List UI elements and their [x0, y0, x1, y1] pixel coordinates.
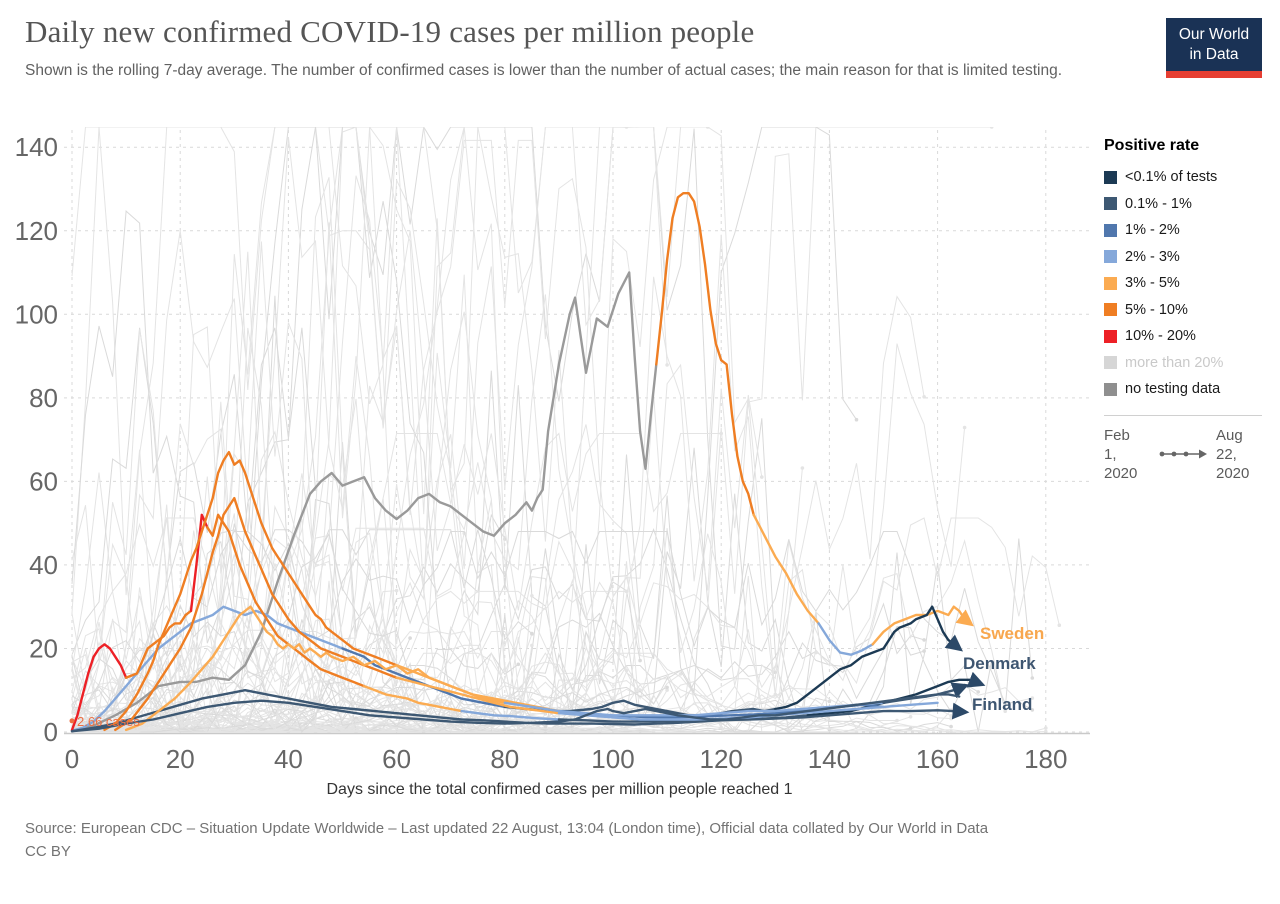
x-tick-label: 60 — [382, 744, 411, 774]
legend-item->20[interactable]: more than 20% — [1104, 350, 1269, 377]
date-start: Feb 1, 2020 — [1104, 426, 1138, 482]
annotation-dot — [69, 718, 75, 724]
y-tick-label: 100 — [15, 299, 58, 329]
x-tick-label: 0 — [65, 744, 79, 774]
legend-item-label: 5% - 10% — [1125, 301, 1188, 318]
legend-item-1-2[interactable]: 1% - 2% — [1104, 217, 1269, 244]
owid-logo-line2: in Data — [1189, 45, 1239, 63]
x-tick-label: 140 — [808, 744, 851, 774]
y-tick-label: 0 — [44, 717, 58, 747]
legend-item-5-10[interactable]: 5% - 10% — [1104, 297, 1269, 324]
x-tick-label: 120 — [700, 744, 743, 774]
country-label-finland[interactable]: Finland — [972, 695, 1032, 714]
legend-items: <0.1% of tests 0.1% - 1% 1% - 2% 2% - 3% 3% … — [1104, 164, 1269, 403]
series-line-sweden — [70, 191, 974, 732]
source-note: Source: European CDC – Situation Update … — [25, 820, 989, 837]
page-title: Daily new confirmed COVID-19 cases per m… — [25, 14, 755, 49]
date-end: Aug 22, 2020 — [1216, 426, 1250, 482]
y-tick-label: 60 — [29, 466, 58, 496]
legend-swatch-icon — [1104, 303, 1117, 317]
owid-logo-stripe — [1166, 71, 1262, 78]
legend-swatch-icon — [1104, 276, 1117, 290]
legend-item-<0.1[interactable]: <0.1% of tests — [1104, 164, 1269, 191]
x-tick-label: 20 — [166, 744, 195, 774]
legend-swatch-icon — [1104, 197, 1117, 211]
page-subtitle: Shown is the rolling 7-day average. The … — [25, 62, 1063, 79]
y-tick-label: 120 — [15, 216, 58, 246]
legend-item-label: 1% - 2% — [1125, 222, 1180, 239]
x-axis-title: Days since the total confirmed cases per… — [326, 781, 793, 798]
x-tick-label: 100 — [591, 744, 634, 774]
legend-item-10-20[interactable]: 10% - 20% — [1104, 323, 1269, 350]
legend-swatch-icon — [1104, 170, 1117, 184]
highlighted-series — [70, 191, 986, 733]
legend-divider — [1104, 414, 1262, 416]
x-tick-label: 160 — [916, 744, 959, 774]
date-range: Feb 1, 2020 Aug 22, 2020 — [1104, 426, 1262, 483]
legend-title: Positive rate — [1104, 137, 1200, 154]
series-line-low-navy-country — [70, 693, 961, 733]
legend-swatch-icon — [1104, 223, 1117, 237]
owid-logo-box: Our World in Data — [1166, 18, 1262, 71]
legend-item-label: no testing data — [1125, 381, 1221, 398]
license-note: CC BY — [25, 843, 71, 861]
background-country-lines — [71, 127, 1062, 734]
owid-logo-line1: Our World — [1178, 26, 1250, 44]
legend-item-label: 10% - 20% — [1125, 328, 1196, 345]
y-tick-label: 40 — [29, 550, 58, 580]
legend-item-label: 3% - 5% — [1125, 275, 1180, 292]
legend-swatch-icon — [1104, 356, 1117, 370]
country-label-sweden[interactable]: Sweden — [980, 624, 1044, 643]
y-tick-label: 140 — [15, 132, 58, 162]
legend-item-label: 2% - 3% — [1125, 248, 1180, 265]
x-tick-label: 80 — [490, 744, 519, 774]
annotation-label: 2.66 cases — [77, 714, 140, 729]
y-tick-label: 20 — [29, 633, 58, 663]
legend-swatch-icon — [1104, 250, 1117, 264]
legend-swatch-icon — [1104, 329, 1117, 343]
footer: Source: European CDC – Situation Update … — [25, 818, 1185, 863]
x-tick-label: 180 — [1024, 744, 1067, 774]
legend-item-none[interactable]: no testing data — [1104, 376, 1269, 403]
legend: Positive rate <0.1% of tests 0.1% - 1% 1% … — [1104, 137, 1269, 483]
legend-item-2-3[interactable]: 2% - 3% — [1104, 244, 1269, 271]
legend-item-3-5[interactable]: 3% - 5% — [1104, 270, 1269, 297]
legend-item-0.1-1[interactable]: 0.1% - 1% — [1104, 191, 1269, 218]
legend-item-label: <0.1% of tests — [1125, 169, 1218, 186]
legend-item-label: 0.1% - 1% — [1125, 195, 1192, 212]
timeline-arrow-icon — [1150, 448, 1216, 460]
owid-logo[interactable]: Our World in Data — [1166, 18, 1262, 78]
series-line-finland — [70, 671, 986, 733]
country-label-denmark[interactable]: Denmark — [963, 654, 1036, 673]
legend-swatch-icon — [1104, 382, 1117, 396]
chart-canvas[interactable]: Sweden Denmark Finland 0 20 40 60 80 100 120 140 0 2… — [0, 0, 1280, 815]
x-tick-label: 40 — [274, 744, 303, 774]
legend-item-label: more than 20% — [1125, 354, 1224, 371]
y-tick-label: 80 — [29, 383, 58, 413]
